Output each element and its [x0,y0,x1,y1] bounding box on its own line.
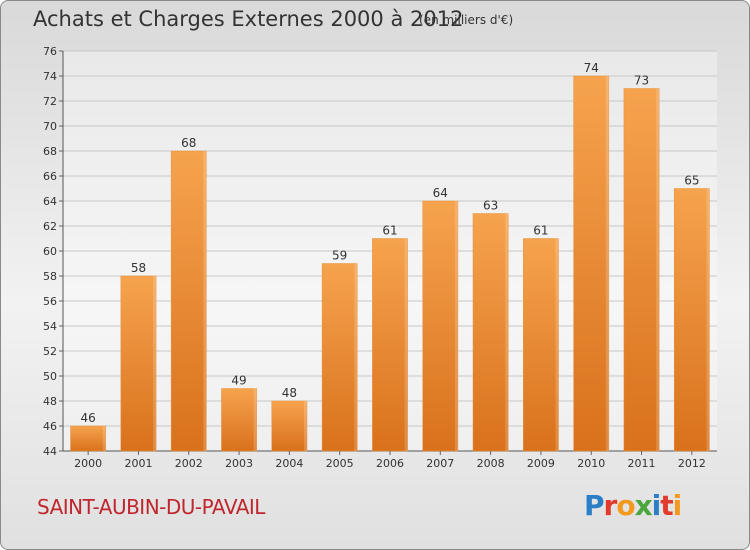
y-tick-label: 74 [43,70,57,83]
x-tick-label: 2011 [628,457,656,470]
data-label: 61 [382,224,397,238]
bar [573,75,610,452]
data-label: 64 [433,186,448,200]
y-tick-label: 44 [43,445,57,458]
x-tick-label: 2006 [376,457,404,470]
x-tick-label: 2005 [326,457,354,470]
bar-highlight [656,88,660,451]
x-tick-label: 2003 [225,457,253,470]
x-tick-label: 2010 [577,457,605,470]
y-tick-label: 46 [43,420,57,433]
x-tick-label: 2012 [678,457,706,470]
logo-letter: i [651,489,662,522]
bar [70,425,107,452]
logo-letter: o [616,489,635,522]
proxiti-logo: Proxiti [584,489,683,522]
x-tick-label: 2009 [527,457,555,470]
data-label: 46 [81,411,96,425]
chart-title: Achats et Charges Externes 2000 à 2012 [33,7,464,31]
bar-highlight [153,276,157,451]
data-label: 68 [181,136,196,150]
bar-highlight [404,238,408,451]
bar [523,238,559,452]
bar [372,238,408,452]
bar-highlight [706,188,710,451]
y-tick-label: 48 [43,395,57,408]
y-tick-label: 56 [43,295,57,308]
bar [271,400,308,452]
logo-letter: P [584,489,605,522]
bar-highlight [505,213,509,451]
logo-letter: i [672,489,683,522]
chart-subtitle: (en milliers d'€) [419,13,514,27]
y-tick-label: 62 [43,220,57,233]
bar-highlight [605,76,609,451]
bar [170,150,207,452]
x-tick-label: 2000 [74,457,102,470]
data-label: 58 [131,261,146,275]
data-label: 73 [634,74,649,88]
logo-letter: x [634,489,653,522]
y-tick-label: 68 [43,145,57,158]
x-tick-label: 2001 [124,457,152,470]
data-label: 59 [332,249,347,263]
bar [623,88,660,452]
data-label: 61 [533,224,548,238]
bar-highlight [555,238,559,451]
y-tick-label: 58 [43,270,57,283]
bar [472,213,509,452]
bar-highlight [354,263,358,451]
y-tick-label: 76 [43,45,57,58]
y-tick-label: 72 [43,95,57,108]
y-tick-label: 60 [43,245,57,258]
x-tick-label: 2008 [477,457,505,470]
logo-letter: t [660,489,673,522]
y-tick-label: 64 [43,195,57,208]
y-tick-label: 54 [43,320,57,333]
bar [120,275,157,452]
bar-highlight [454,201,458,451]
commune-name: SAINT-AUBIN-DU-PAVAIL [37,495,265,519]
bar [422,200,459,452]
bar [321,263,358,452]
x-tick-label: 2002 [175,457,203,470]
logo-letter: r [603,489,618,522]
bar-highlight [253,388,257,451]
y-tick-label: 50 [43,370,57,383]
y-tick-label: 70 [43,120,57,133]
bar [673,188,710,452]
data-label: 65 [684,174,699,188]
x-tick-label: 2004 [275,457,303,470]
data-label: 49 [231,374,246,388]
data-label: 48 [282,386,297,400]
data-label: 63 [483,199,498,213]
data-label: 74 [584,61,599,75]
x-tick-label: 2007 [426,457,454,470]
bar-highlight [102,426,106,451]
bar [221,388,257,452]
y-tick-label: 66 [43,170,57,183]
y-tick-label: 52 [43,345,57,358]
bar-highlight [203,151,207,451]
bar-highlight [303,401,307,451]
